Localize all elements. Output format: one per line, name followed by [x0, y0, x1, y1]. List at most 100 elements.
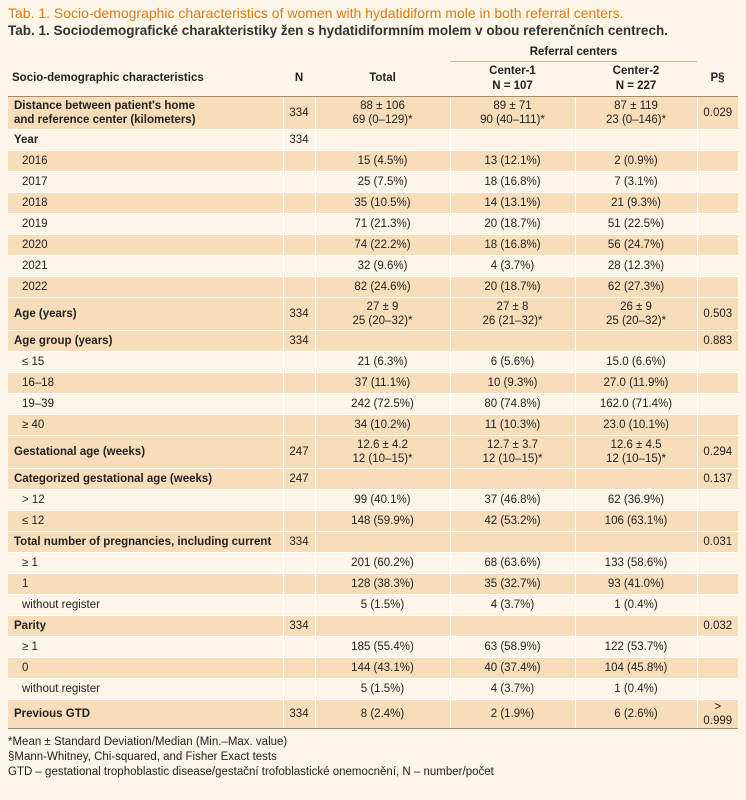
center2-cell: 93 (41.0%)	[575, 573, 698, 595]
row-label-text: Categorized gestational age (weeks)	[14, 473, 213, 485]
footnote-mean: *Mean ± Standard Deviation/Median (Min.–…	[8, 736, 288, 748]
row-label-text: Total number of pregnancies, including c…	[14, 536, 272, 548]
center2-cell: 26 ± 9 25 (20–32)*	[575, 297, 698, 331]
row-label: 2019	[8, 213, 284, 235]
table-figure: Tab. 1. Socio-demographic characteristic…	[8, 5, 739, 778]
p-cell-text: > 0.999	[703, 701, 733, 727]
total-cell: 144 (43.1%)	[315, 657, 451, 679]
total-cell: 8 (2.4%)	[315, 699, 451, 729]
table-row: > 12 99 (40.1%) 37 (46.8%) 62 (36.9%)	[8, 489, 739, 511]
center1-cell: 12.7 ± 3.7 12 (10–15)*	[450, 435, 576, 469]
center2-cell-text: 87 ± 119	[614, 100, 658, 112]
p-cell	[697, 213, 739, 235]
center1-cell: 63 (58.9%)	[450, 636, 576, 658]
row-label-text: Year	[14, 134, 39, 146]
p-cell: > 0.999	[697, 699, 739, 729]
total-cell: 71 (21.3%)	[315, 213, 451, 235]
row-label-text: > 12	[22, 494, 45, 506]
n-cell	[283, 594, 316, 616]
total-cell: 5 (1.5%)	[315, 678, 451, 700]
table-row: Total number of pregnancies, including c…	[8, 531, 739, 553]
center1-cell-text: 90 (40–111)*	[480, 114, 545, 126]
characteristics-table: Referral centers Socio-demographic chara…	[8, 43, 739, 729]
p-cell-text: 0.031	[703, 536, 733, 548]
table-row: Gestational age (weeks) 247 12.6 ± 4.2 12 (…	[8, 435, 739, 469]
total-cell	[315, 129, 451, 151]
total-cell	[315, 330, 451, 352]
p-cell	[697, 129, 739, 151]
n-cell	[283, 510, 316, 532]
row-label-text: without register	[22, 683, 100, 695]
row-label-text: 2017	[22, 176, 48, 188]
table-title-english: Tab. 1. Socio-demographic characteristic…	[8, 5, 624, 21]
row-label-text: Parity	[14, 620, 46, 632]
total-cell: 32 (9.6%)	[315, 255, 451, 277]
total-cell-text: 148 (59.9%)	[351, 515, 414, 527]
center2-cell	[575, 330, 698, 352]
row-label: Total number of pregnancies, including c…	[8, 531, 284, 553]
row-label-text: 19–39	[22, 398, 54, 410]
total-cell-text: 8 (2.4%)	[360, 708, 405, 720]
center1-n: N = 107	[492, 80, 533, 92]
center1-cell-text: 35 (32.7%)	[484, 578, 541, 590]
row-label-text: Distance between patient's home	[14, 100, 196, 112]
center1-cell: 18 (16.8%)	[450, 171, 576, 193]
center2-cell	[575, 468, 698, 490]
n-cell: 334	[283, 615, 316, 637]
center2-cell-text: 23 (0–146)*	[605, 114, 667, 126]
total-cell: 12.6 ± 4.2 12 (10–15)*	[315, 435, 451, 469]
center2-cell: 122 (53.7%)	[575, 636, 698, 658]
table-row: 0 144 (43.1%) 40 (37.4%) 104 (45.8%)	[8, 657, 739, 679]
total-cell	[315, 615, 451, 637]
table-row: Parity 334 0.032	[8, 615, 739, 637]
total-cell: 25 (7.5%)	[315, 171, 451, 193]
n-cell	[283, 372, 316, 394]
n-cell: 334	[283, 297, 316, 331]
row-label: 1	[8, 573, 284, 595]
table-row: ≥ 40 34 (10.2%) 11 (10.3%) 23.0 (10.1%)	[8, 414, 739, 436]
center2-cell-text: 6 (2.6%)	[614, 708, 658, 720]
row-label-text: ≤ 12	[22, 515, 45, 527]
center2-cell: 12.6 ± 4.5 12 (10–15)*	[575, 435, 698, 469]
center2-cell-text: 1 (0.4%)	[614, 599, 658, 611]
total-cell: 148 (59.9%)	[315, 510, 451, 532]
n-cell: 334	[283, 330, 316, 352]
total-cell: 34 (10.2%)	[315, 414, 451, 436]
p-cell	[697, 150, 739, 172]
total-cell	[315, 468, 451, 490]
total-cell-text: 242 (72.5%)	[351, 398, 414, 410]
center2-cell-text: 56 (24.7%)	[607, 239, 665, 251]
row-label-text: 16–18	[22, 377, 54, 389]
center1-cell	[450, 330, 576, 352]
n-cell	[283, 351, 316, 373]
row-label: 2021	[8, 255, 284, 277]
center1-cell-text: 10 (9.3%)	[487, 377, 538, 389]
center2-cell: 1 (0.4%)	[575, 678, 698, 700]
center2-cell: 23.0 (10.1%)	[575, 414, 698, 436]
total-cell-text: 35 (10.5%)	[354, 197, 411, 209]
row-label: Parity	[8, 615, 284, 637]
center2-cell-text: 133 (58.6%)	[604, 557, 668, 569]
table-row: 2020 74 (22.2%) 18 (16.8%) 56 (24.7%)	[8, 234, 739, 256]
total-cell-text: 128 (38.3%)	[351, 578, 414, 590]
row-label: Age group (years)	[8, 330, 284, 352]
total-cell-text: 82 (24.6%)	[354, 281, 411, 293]
center2-cell-text: 7 (3.1%)	[614, 176, 658, 188]
total-cell: 21 (6.3%)	[315, 351, 451, 373]
row-label-text: ≥ 1	[22, 557, 38, 569]
n-cell: 247	[283, 468, 316, 490]
total-cell-text: 25 (7.5%)	[357, 176, 408, 188]
total-cell: 185 (55.4%)	[315, 636, 451, 658]
n-cell-text: 334	[289, 134, 309, 146]
total-cell: 201 (60.2%)	[315, 552, 451, 574]
center2-cell: 51 (22.5%)	[575, 213, 698, 235]
center1-cell: 20 (18.7%)	[450, 213, 576, 235]
center2-cell-text: 1 (0.4%)	[614, 683, 658, 695]
total-cell-text: 144 (43.1%)	[351, 662, 414, 674]
p-cell: 0.031	[697, 531, 739, 553]
n-cell	[283, 489, 316, 511]
p-cell	[697, 351, 739, 373]
total-cell: 27 ± 9 25 (20–32)*	[315, 297, 451, 331]
total-cell: 128 (38.3%)	[315, 573, 451, 595]
table-row: ≥ 1 201 (60.2%) 68 (63.6%) 133 (58.6%)	[8, 552, 739, 574]
